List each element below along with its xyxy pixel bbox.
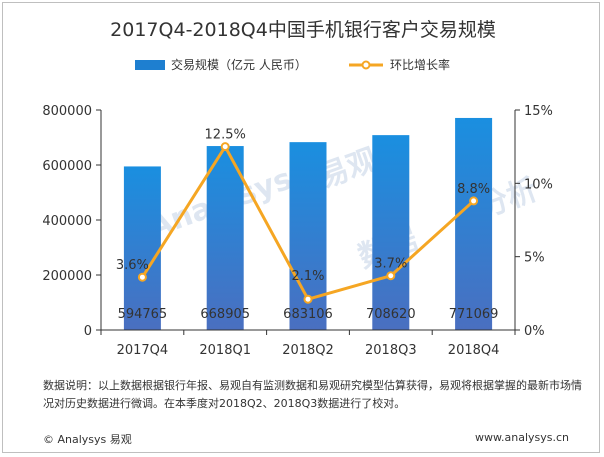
growth-value-label: 12.5% [205,128,246,143]
bar-value-label: 683106 [283,307,333,322]
x-axis: 2017Q4 2018Q1 2018Q2 2018Q3 2018Q4 [100,329,516,358]
x-axis-tick-label: 2018Q4 [448,343,500,358]
bar-2018Q4 [455,117,493,330]
right-axis: 0% 5% 10% 15% [514,104,553,339]
x-axis-tick-label: 2017Q4 [117,343,169,358]
data-note: 数据说明：以上数据根据银行年报、易观自有监测数据和易观研究模型估算获得，易观将根… [43,379,582,410]
right-axis-tick-label: 10% [524,177,553,192]
growth-line-series: 3.6% 12.5% 2.1% 3.7% 8.8% [116,128,490,304]
legend: 交易规模（亿元 人民币） 环比增长率 [135,57,450,72]
growth-point-2017Q4 [137,272,147,282]
legend-swatch-bar [135,60,165,70]
growth-value-label: 3.6% [116,258,149,273]
left-axis-tick-label: 0 [84,324,92,339]
chart-frame: Analysys易观数据分析 2017Q4-2018Q4中国手机银行客户交易规模… [2,2,600,453]
bar-2018Q3 [372,135,410,330]
bar-value-label: 708620 [366,307,416,322]
left-axis-tick-label: 600000 [42,159,92,174]
growth-point-2018Q3 [386,271,396,281]
x-axis-tick-label: 2018Q3 [365,343,417,358]
x-axis-tick-label: 2018Q2 [282,343,334,358]
left-axis-tick-label: 200000 [42,269,92,284]
growth-point-2018Q4 [469,196,479,206]
chart-svg: Analysys易观数据分析 2017Q4-2018Q4中国手机银行客户交易规模… [42,19,553,358]
growth-value-label: 2.1% [291,269,324,284]
growth-point-2018Q2 [303,294,313,304]
bar-series: 594765 668905 683106 708620 771069 [118,117,499,330]
left-axis-tick-label: 400000 [42,214,92,229]
footer-copyright: © Analysys 易观 [43,433,132,446]
growth-value-label: 3.7% [374,257,407,272]
bar-2018Q1 [206,146,244,330]
bar-value-label: 594765 [118,307,168,322]
growth-value-label: 8.8% [457,182,490,197]
legend-label-line: 环比增长率 [390,57,450,72]
right-axis-tick-label: 5% [524,251,545,266]
left-axis: 0 200000 400000 600000 800000 [42,104,102,339]
bar-2017Q4 [123,166,161,330]
left-axis-tick-label: 800000 [42,104,92,119]
footer-url: www.analysys.cn [475,431,569,444]
bar-value-label: 668905 [200,307,250,322]
legend-marker-line [361,60,371,70]
chart-title: 2017Q4-2018Q4中国手机银行客户交易规模 [110,19,496,41]
x-axis-tick-label: 2018Q1 [199,343,251,358]
bar-value-label: 771069 [449,307,499,322]
legend-label-bar: 交易规模（亿元 人民币） [171,57,307,72]
growth-point-2018Q1 [220,142,230,152]
right-axis-tick-label: 15% [524,104,553,119]
right-axis-tick-label: 0% [524,324,545,339]
